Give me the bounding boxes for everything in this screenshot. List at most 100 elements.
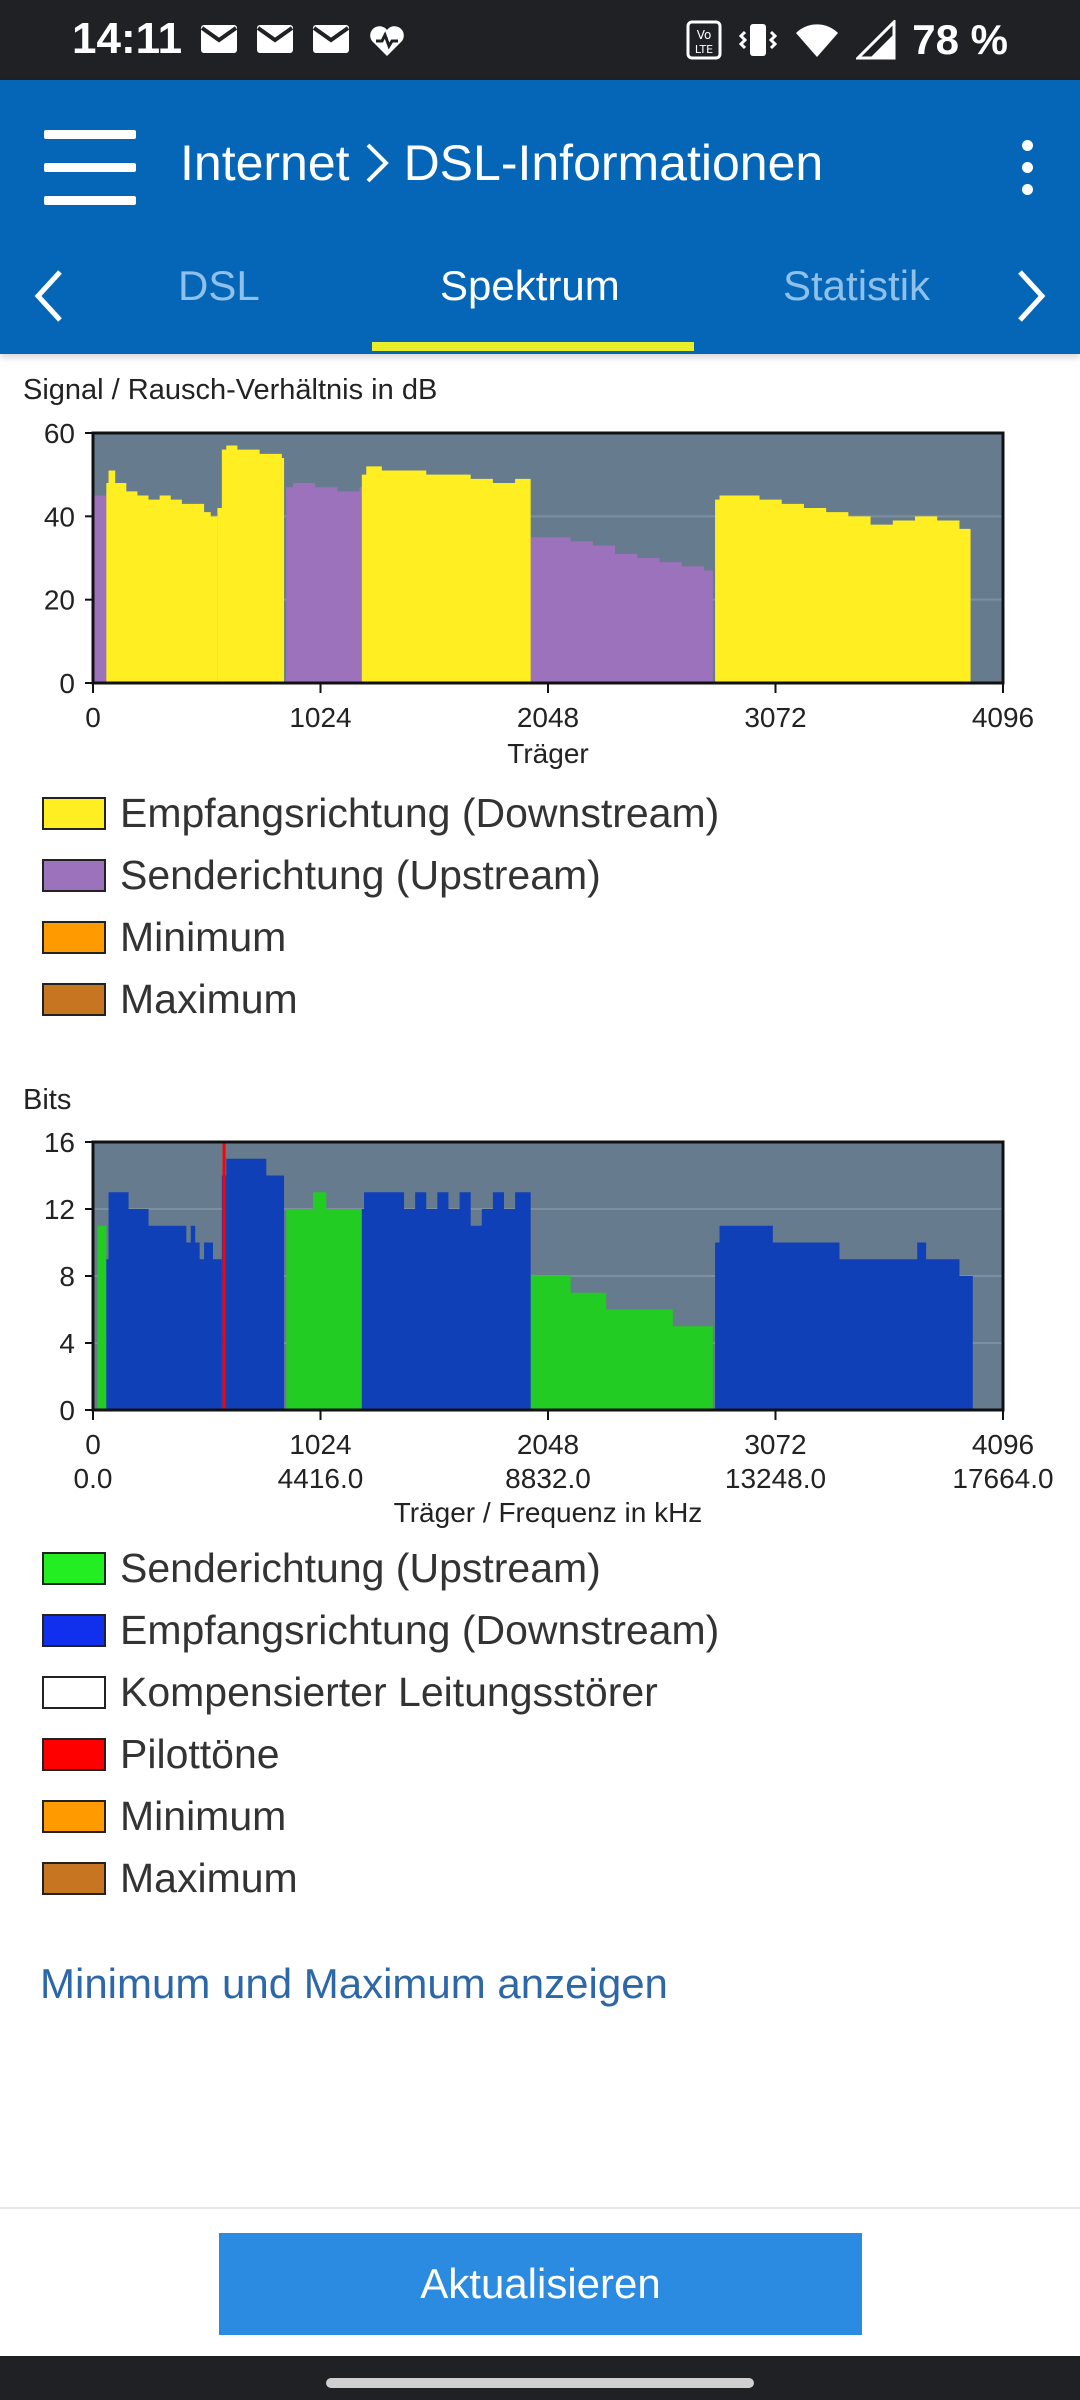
legend-item: Empfangsrichtung (Downstream) (42, 1599, 719, 1661)
hamburger-menu-icon[interactable] (40, 130, 140, 206)
x-tick-freq-label: 0.0 (74, 1463, 113, 1494)
x-tick-label: 3072 (744, 702, 806, 733)
legend-label: Pilottöne (120, 1730, 280, 1777)
y-tick-label: 4 (59, 1328, 75, 1359)
legend-swatch (42, 858, 106, 892)
x-tick-freq-label: 17664.0 (952, 1463, 1053, 1494)
legend-swatch (42, 920, 106, 954)
snr-chart-title: Signal / Rausch-Verhältnis in dB (23, 374, 438, 406)
chevron-right-icon (366, 143, 389, 183)
x-tick-label: 2048 (517, 702, 579, 733)
footer-divider (0, 2207, 1080, 2209)
y-tick-label: 0 (59, 668, 75, 699)
mail-icon (312, 25, 350, 53)
legend-label: Senderichtung (Upstream) (120, 851, 601, 898)
signal-icon (856, 20, 896, 60)
system-nav-bar (0, 2356, 1080, 2400)
refresh-button[interactable]: Aktualisieren (219, 2233, 862, 2335)
legend-label: Maximum (120, 1854, 298, 1901)
series-0-segment-0 (97, 1225, 107, 1410)
legend-item: Pilottöne (42, 1723, 719, 1785)
legend-swatch (42, 1861, 106, 1895)
battery-level: 78 % (912, 16, 1008, 63)
legend-label: Kompensierter Leitungsstörer (120, 1668, 658, 1715)
mail-icon (200, 25, 238, 53)
chevron-right-nav-icon[interactable] (1010, 266, 1050, 326)
more-options-icon[interactable] (1012, 140, 1042, 200)
x-tick-label: 4096 (972, 1429, 1034, 1460)
show-min-max-link[interactable]: Minimum und Maximum anzeigen (40, 1960, 668, 2007)
svg-text:LTE: LTE (695, 43, 713, 56)
series-1-segment-1 (217, 445, 285, 683)
x-tick-label: 1024 (289, 1429, 351, 1460)
legend-label: Empfangsrichtung (Downstream) (120, 1606, 720, 1653)
series-1-segment-2 (361, 466, 531, 683)
y-tick-label: 16 (44, 1130, 75, 1158)
wifi-icon (796, 24, 839, 57)
bits-chart-title: Bits (23, 1084, 72, 1116)
x-tick-freq-label: 8832.0 (505, 1463, 591, 1494)
y-tick-label: 60 (44, 420, 75, 449)
x-tick-label: 2048 (517, 1429, 579, 1460)
x-axis-label: Träger (507, 738, 588, 769)
breadcrumb: Internet DSL-Informationen (180, 134, 823, 192)
x-tick-label: 4096 (972, 702, 1034, 733)
legend-item: Senderichtung (Upstream) (42, 1537, 719, 1599)
y-tick-label: 12 (44, 1194, 75, 1225)
svg-text:Vo: Vo (697, 28, 712, 42)
legend-item: Maximum (42, 1847, 719, 1909)
app-header: Internet DSL-Informationen DSL Spektrum … (0, 80, 1080, 354)
status-bar: 14:11 Vo LTE 78 % (0, 0, 1080, 80)
x-tick-label: 3072 (744, 1429, 806, 1460)
y-tick-label: 40 (44, 501, 75, 532)
series-0-segment-1 (286, 483, 362, 683)
legend-item: Empfangsrichtung (Downstream) (42, 782, 719, 844)
system-icons: Vo LTE 78 % (686, 16, 1008, 64)
home-gesture-handle[interactable] (326, 2378, 754, 2388)
y-tick-label: 8 (59, 1261, 75, 1292)
legend-swatch (42, 1551, 106, 1585)
y-tick-label: 0 (59, 1395, 75, 1426)
x-tick-label: 0 (85, 1429, 101, 1460)
x-tick-label: 0 (85, 702, 101, 733)
legend-item: Senderichtung (Upstream) (42, 844, 719, 906)
tab-spektrum[interactable]: Spektrum (440, 262, 620, 309)
legend-label: Senderichtung (Upstream) (120, 1544, 601, 1591)
series-0-segment-2 (530, 537, 713, 683)
clock: 14:11 (72, 14, 183, 63)
x-tick-freq-label: 13248.0 (725, 1463, 826, 1494)
series-1-segment-0 (106, 470, 218, 683)
legend-label: Empfangsrichtung (Downstream) (120, 789, 720, 836)
snr-chart: 0 20 40 60 0 1024 2048 3072 4096 Träger (44, 420, 1034, 769)
heart-pulse-icon (370, 26, 404, 56)
series-1-segment-1 (221, 1158, 285, 1410)
breadcrumb-dsl-informationen: DSL-Informationen (403, 135, 824, 191)
legend-label: Minimum (120, 913, 287, 960)
tab-bar: DSL Spektrum Statistik (0, 256, 1080, 354)
tab-dsl[interactable]: DSL (178, 262, 260, 309)
mail-icon (256, 25, 294, 53)
legend-item: Minimum (42, 1785, 719, 1847)
series-1-segment-0 (106, 1192, 222, 1410)
x-tick-label: 1024 (289, 702, 351, 733)
breadcrumb-internet[interactable]: Internet (180, 135, 350, 191)
series-0-segment-0 (93, 495, 107, 683)
legend-item: Kompensierter Leitungsstörer (42, 1661, 719, 1723)
legend-swatch (42, 1613, 106, 1647)
legend-item: Minimum (42, 906, 719, 968)
series-0-segment-1 (286, 1192, 362, 1410)
y-tick-label: 20 (44, 585, 75, 616)
legend-label: Maximum (120, 975, 298, 1022)
vibrate-icon (739, 24, 778, 56)
legend-swatch (42, 1737, 106, 1771)
series-1-segment-2 (361, 1192, 531, 1410)
active-tab-indicator (372, 342, 694, 351)
tab-statistik[interactable]: Statistik (783, 262, 931, 309)
x-tick-freq-label: 4416.0 (278, 1463, 364, 1494)
chevron-left-icon[interactable] (30, 266, 70, 326)
notification-icons (200, 24, 406, 58)
legend-swatch (42, 1799, 106, 1833)
bits-chart: 048121600.010244416.020488832.0307213248… (44, 1130, 1054, 1528)
legend-label: Minimum (120, 1792, 287, 1839)
